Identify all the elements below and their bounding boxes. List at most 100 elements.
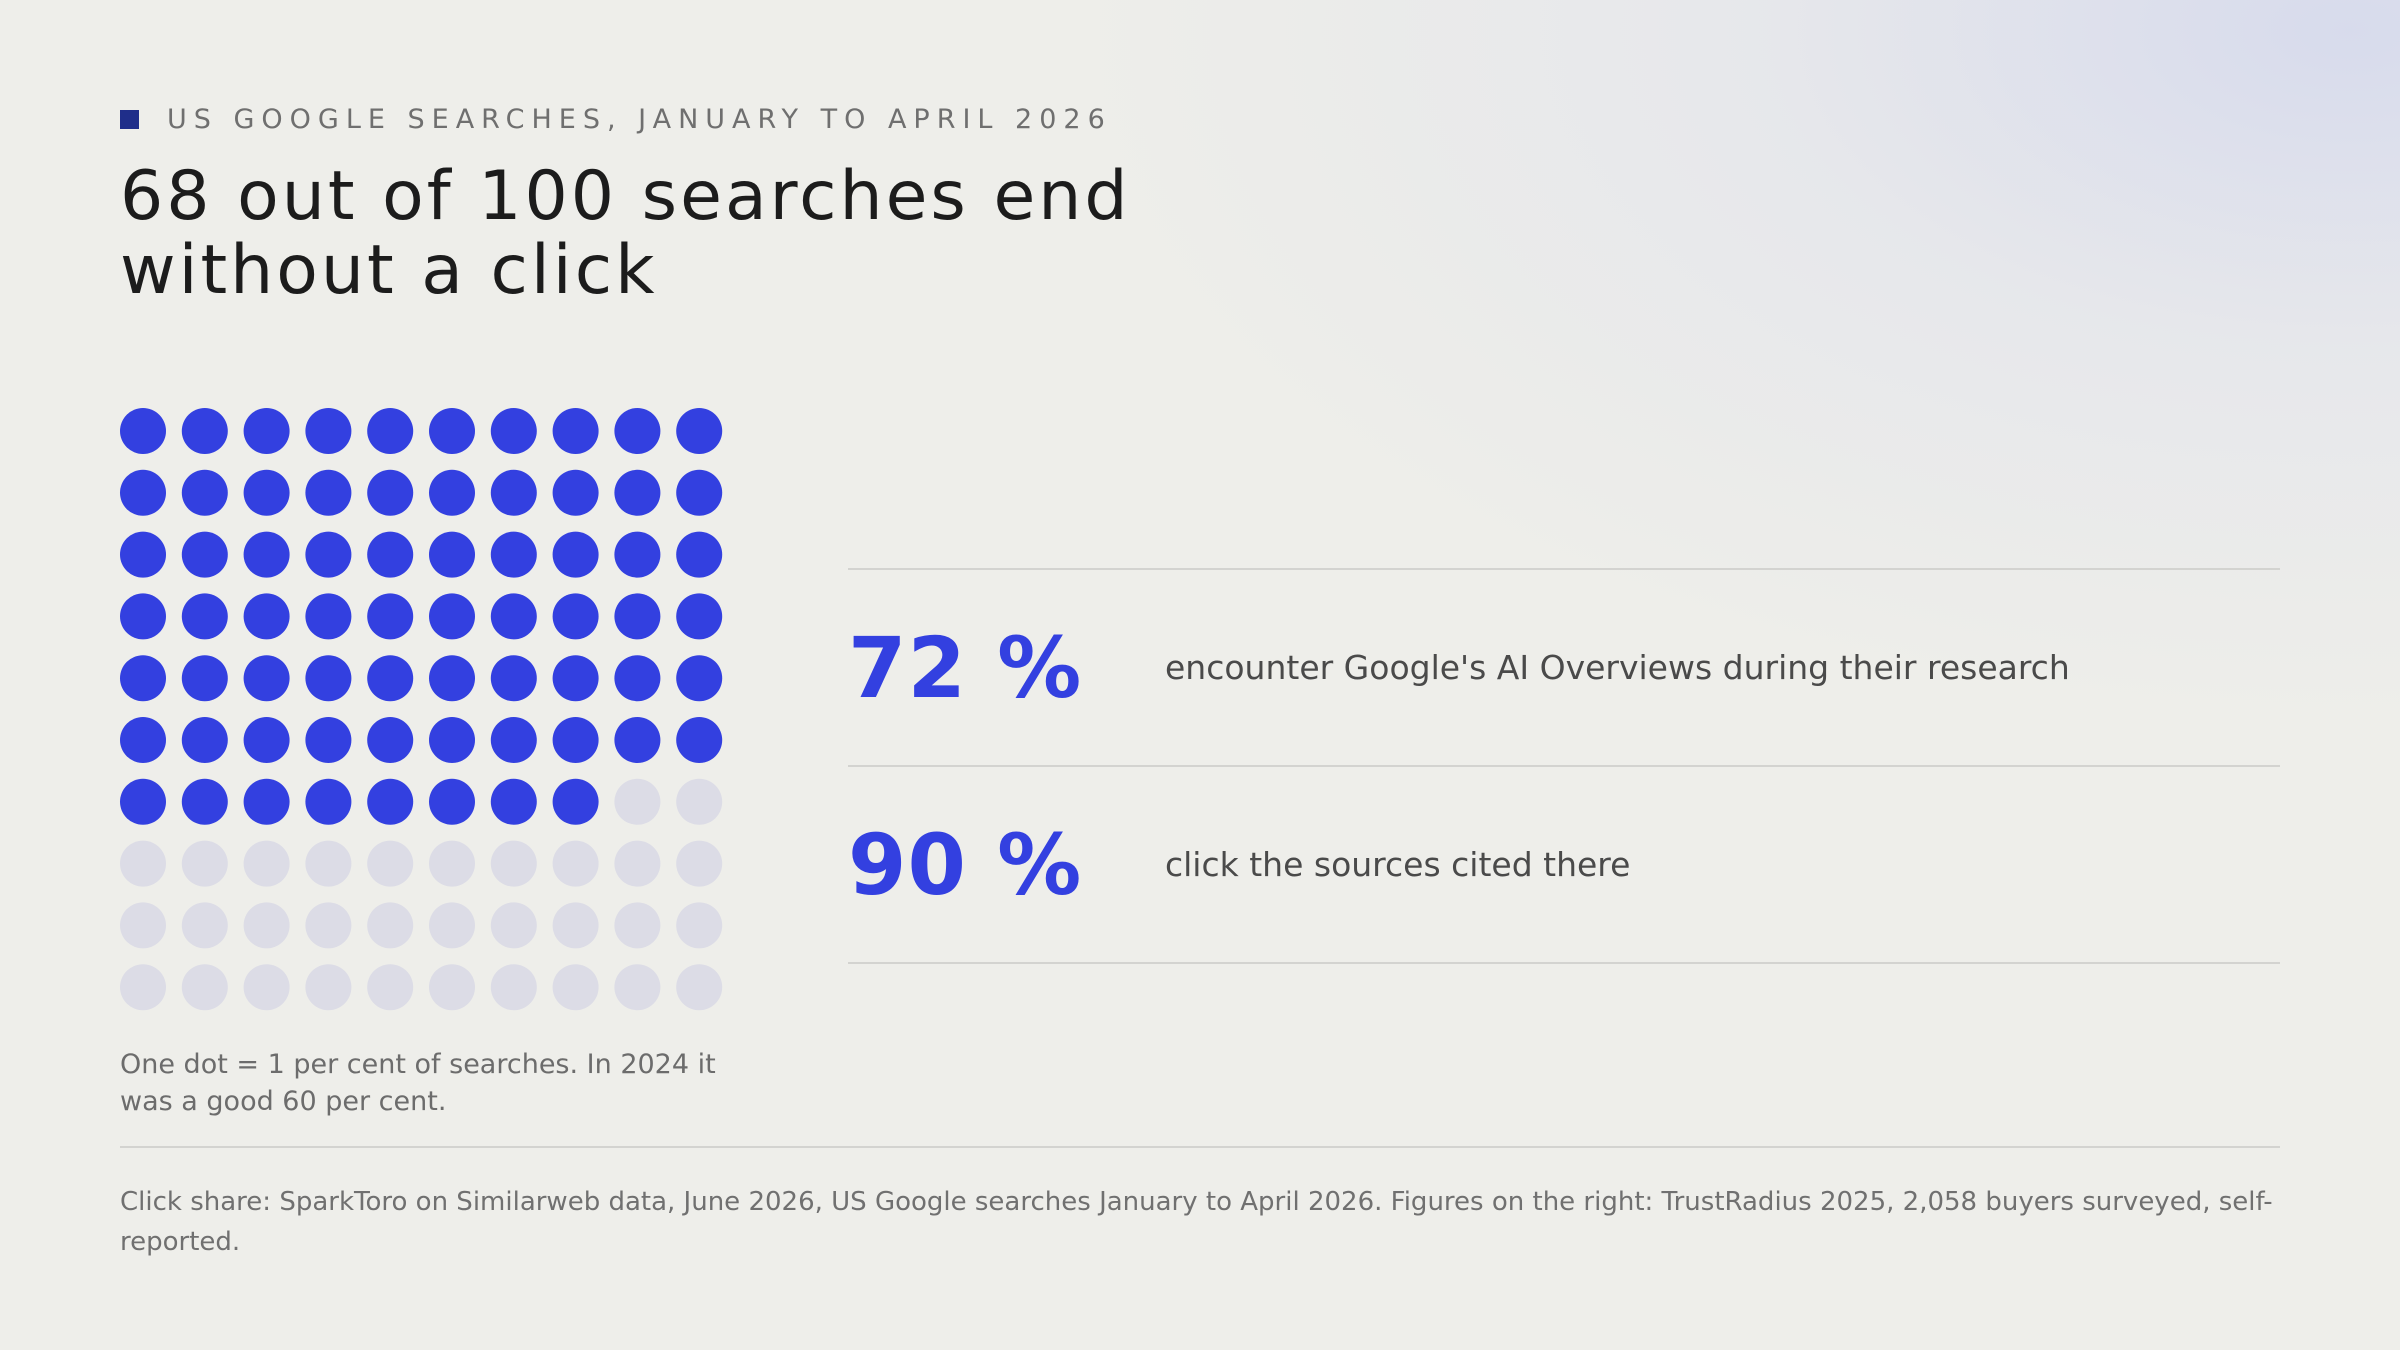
waffle-dot-filled (243, 655, 290, 702)
waffle-dot-empty (305, 840, 352, 887)
waffle-dot-filled (552, 778, 599, 825)
divider (120, 1146, 2280, 1148)
waffle-dot-filled (305, 717, 352, 763)
waffle-dot-filled (429, 593, 475, 640)
waffle-dot-filled (305, 531, 352, 578)
waffle-dot-filled (614, 717, 661, 763)
waffle-dot-filled (552, 717, 599, 763)
waffle-dot-filled (676, 408, 723, 454)
waffle-dot-filled (243, 469, 290, 516)
source-footnote: Click share: SparkToro on Similarweb dat… (120, 1187, 2273, 1257)
waffle-dot-filled (367, 408, 414, 454)
waffle-dot-filled (243, 717, 290, 763)
waffle-dot-filled (552, 593, 599, 640)
waffle-dot-filled (367, 469, 414, 516)
waffle-dot-filled (181, 531, 228, 578)
waffle-dot-empty (490, 840, 537, 887)
waffle-dot-filled (120, 531, 166, 578)
waffle-dot-empty (614, 778, 661, 825)
waffle-dot-filled (429, 655, 475, 702)
waffle-dot-empty (120, 840, 166, 887)
waffle-dot-empty (120, 964, 166, 1011)
waffle-dot-filled (181, 655, 228, 702)
waffle-dot-empty (120, 902, 166, 949)
waffle-dot-filled (676, 531, 723, 578)
waffle-dot-empty (614, 964, 661, 1011)
waffle-dot-filled (676, 717, 723, 763)
waffle-dot-filled (181, 593, 228, 640)
stat-row: 90 % click the sources cited there (848, 765, 2280, 964)
stats-list: 72 % encounter Google's AI Overviews dur… (848, 568, 2280, 964)
waffle-dot-filled (676, 655, 723, 702)
waffle-dot-empty (367, 840, 414, 887)
waffle-dot-filled (614, 531, 661, 578)
waffle-dot-filled (490, 778, 537, 825)
stat-value: 90 % (848, 815, 1083, 914)
kicker-text: US GOOGLE SEARCHES, JANUARY TO APRIL 202… (167, 104, 1112, 135)
waffle-dot-filled (243, 593, 290, 640)
waffle-dot-empty (676, 902, 723, 949)
waffle-dot-empty (676, 964, 723, 1011)
waffle-dot-empty (305, 902, 352, 949)
waffle-dot-empty (552, 964, 599, 1011)
waffle-dot-empty (429, 964, 475, 1011)
waffle-dot-filled (676, 469, 723, 516)
waffle-dot-empty (552, 902, 599, 949)
waffle-dot-filled (552, 655, 599, 702)
waffle-dot-filled (429, 408, 475, 454)
stat-text: click the sources cited there (1165, 845, 1631, 884)
waffle-dot-filled (181, 408, 228, 454)
waffle-dot-filled (429, 469, 475, 516)
waffle-dot-filled (552, 469, 599, 516)
waffle-dot-filled (490, 469, 537, 516)
waffle-dot-filled (243, 531, 290, 578)
waffle-dot-filled (120, 717, 166, 763)
waffle-dot-filled (614, 469, 661, 516)
waffle-dot-filled (305, 655, 352, 702)
waffle-dot-empty (676, 778, 723, 825)
stat-text: encounter Google's AI Overviews during t… (1165, 648, 2070, 687)
waffle-dot-filled (367, 655, 414, 702)
waffle-dot-filled (367, 531, 414, 578)
waffle-dot-filled (367, 593, 414, 640)
waffle-dot-filled (120, 469, 166, 516)
waffle-dot-empty (181, 964, 228, 1011)
waffle-dot-empty (614, 902, 661, 949)
stat-row: 72 % encounter Google's AI Overviews dur… (848, 568, 2280, 765)
waffle-dot-empty (552, 840, 599, 887)
waffle-dot-filled (305, 469, 352, 516)
waffle-dot-empty (429, 840, 475, 887)
waffle-chart (120, 408, 723, 1011)
waffle-dot-filled (614, 593, 661, 640)
waffle-dot-empty (614, 840, 661, 887)
waffle-dot-empty (243, 902, 290, 949)
page-title: 68 out of 100 searches end without a cli… (120, 157, 1131, 310)
waffle-dot-empty (305, 964, 352, 1011)
waffle-dot-filled (305, 593, 352, 640)
waffle-dot-filled (181, 717, 228, 763)
waffle-dot-empty (367, 964, 414, 1011)
waffle-dot-filled (367, 717, 414, 763)
waffle-dot-filled (490, 531, 537, 578)
waffle-dot-filled (367, 778, 414, 825)
waffle-dot-filled (181, 778, 228, 825)
waffle-dot-filled (552, 408, 599, 454)
waffle-dot-filled (429, 531, 475, 578)
waffle-dot-empty (181, 902, 228, 949)
waffle-dot-filled (429, 717, 475, 763)
waffle-dot-filled (120, 778, 166, 825)
waffle-dot-filled (490, 655, 537, 702)
kicker: US GOOGLE SEARCHES, JANUARY TO APRIL 202… (120, 104, 1112, 135)
waffle-note: One dot = 1 per cent of searches. In 202… (120, 1049, 716, 1117)
waffle-dot-empty (243, 964, 290, 1011)
waffle-dot-filled (243, 408, 290, 454)
waffle-dot-filled (429, 778, 475, 825)
waffle-dot-empty (676, 840, 723, 887)
waffle-dot-filled (490, 408, 537, 454)
stat-value: 72 % (848, 618, 1083, 717)
waffle-dot-empty (181, 840, 228, 887)
waffle-dot-filled (243, 778, 290, 825)
waffle-dot-filled (552, 531, 599, 578)
kicker-square (120, 110, 139, 129)
waffle-dot-empty (490, 902, 537, 949)
